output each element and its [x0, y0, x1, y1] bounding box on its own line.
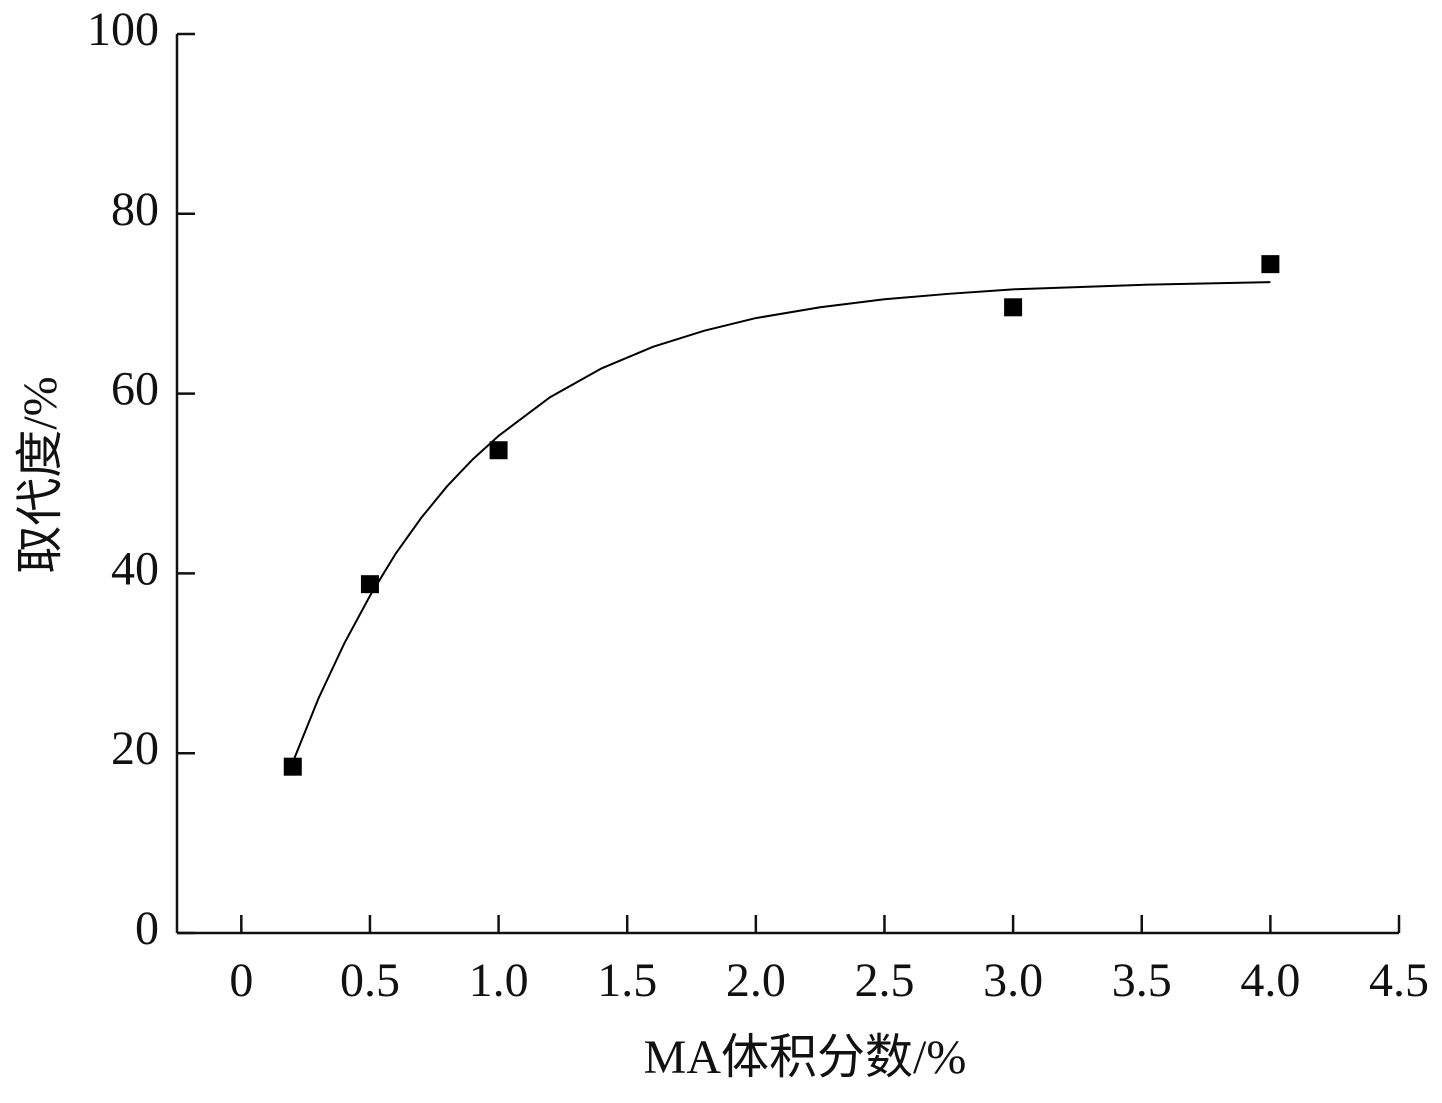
x-tick-label: 3.0 [983, 954, 1043, 1007]
y-tick-label: 80 [111, 183, 159, 236]
x-tick-label: 0 [229, 954, 253, 1007]
x-tick-label: 1.0 [469, 954, 529, 1007]
point [283, 757, 302, 776]
point [360, 575, 379, 594]
x-tick-label: 4.0 [1240, 954, 1300, 1007]
y-tick-label: 0 [135, 902, 159, 955]
y-tick-label: 40 [111, 542, 159, 595]
x-tick-label: 1.5 [597, 954, 657, 1007]
y-tick-label: 60 [111, 363, 159, 416]
x-tick-label: 2.5 [854, 954, 914, 1007]
x-tick-label: 4.5 [1369, 954, 1429, 1007]
fit-curve [291, 281, 1271, 763]
x-tick-label: 2.0 [726, 954, 786, 1007]
x-tick-label: 0.5 [340, 954, 400, 1007]
y-tick-label: 100 [87, 3, 159, 56]
point [489, 441, 508, 460]
y-tick-label: 20 [111, 722, 159, 775]
x-axis-title: MA体积分数/% [644, 1031, 967, 1084]
point [1004, 298, 1023, 317]
x-tick-label: 3.5 [1112, 954, 1172, 1007]
point [1261, 255, 1280, 274]
y-axis-title: 取代度/% [14, 376, 67, 573]
